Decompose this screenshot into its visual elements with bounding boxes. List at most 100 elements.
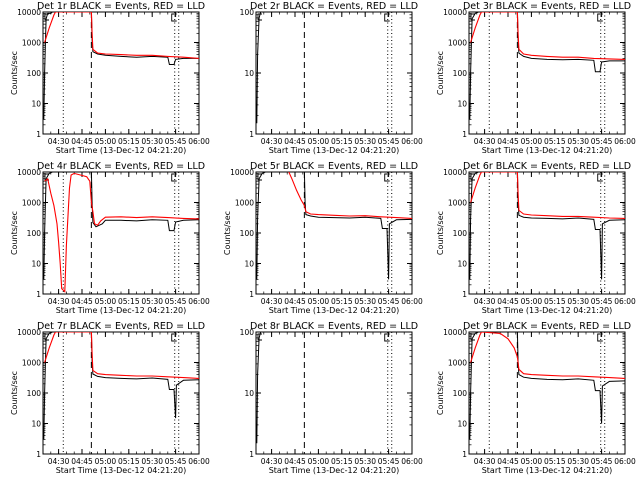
x-tick-label: 05:00: [308, 297, 330, 306]
y-tick-label: 10: [457, 260, 467, 269]
y-tick-label: 1: [249, 450, 254, 459]
markers: [470, 12, 606, 134]
markers: [257, 172, 393, 294]
x-tick-label: 05:30: [567, 457, 589, 466]
panel-title: Det 8r BLACK = Events, RED = LLD: [250, 321, 418, 332]
bracket-marker: [470, 13, 475, 21]
y-tick-label: 100: [240, 8, 255, 17]
y-tick-label: 10: [457, 100, 467, 109]
markers: [44, 172, 180, 294]
x-tick-label: 05:45: [378, 297, 400, 306]
x-tick-label: 05:45: [591, 457, 613, 466]
series-group: [469, 332, 625, 440]
x-tick-label: 05:30: [567, 297, 589, 306]
y-tick-label: 10000: [17, 328, 41, 337]
bracket-marker: [597, 173, 603, 182]
plot-frame: [468, 11, 626, 135]
y-tick-label: 100: [453, 229, 468, 238]
x-tick-label: 05:15: [118, 297, 140, 306]
x-tick-label: 05:30: [354, 297, 376, 306]
x-axis-label: Start Time (13-Dec-12 04:21:20): [482, 146, 613, 155]
y-tick-label: 1: [36, 130, 41, 139]
x-tick-label: 05:00: [95, 297, 117, 306]
y-axis-label: Counts/sec: [223, 211, 232, 255]
y-axis-label: Counts/sec: [10, 371, 19, 415]
x-tick-label: 04:30: [261, 137, 283, 146]
x-tick-label: 06:00: [614, 297, 636, 306]
series-group: [256, 12, 262, 124]
x-tick-label: 05:00: [308, 457, 330, 466]
series-line-lld: [288, 172, 412, 219]
panel-6: Det 6r BLACK = Events, RED = LLD 1 10 100 10…: [436, 161, 636, 315]
x-axis-label: Start Time (13-Dec-12 04:21:20): [482, 466, 613, 475]
x-tick-label: 05:30: [354, 137, 376, 146]
markers: [257, 332, 393, 454]
x-tick-label: 05:15: [544, 137, 566, 146]
plot-frame: [42, 171, 200, 295]
x-axis-label: Start Time (13-Dec-12 04:21:20): [269, 146, 400, 155]
y-tick-label: 100: [27, 389, 42, 398]
x-tick-label: 06:00: [614, 457, 636, 466]
y-tick-label: 10: [31, 100, 41, 109]
series-group: [43, 332, 199, 440]
y-tick-label: 1000: [448, 359, 467, 368]
series-line-events: [469, 12, 625, 120]
y-tick-label: 1: [462, 290, 467, 299]
x-tick-label: 05:45: [591, 137, 613, 146]
x-tick-label: 05:30: [567, 137, 589, 146]
y-tick-label: 100: [27, 69, 42, 78]
x-tick-label: 05:45: [165, 457, 187, 466]
x-tick-label: 05:15: [118, 137, 140, 146]
series-group: [469, 12, 625, 120]
series-line-events: [43, 332, 199, 440]
x-tick-label: 05:15: [331, 137, 353, 146]
y-tick-label: 10000: [443, 328, 467, 337]
series-line-lld: [470, 332, 625, 379]
y-tick-label: 10: [31, 260, 41, 269]
x-tick-label: 05:00: [95, 457, 117, 466]
bracket-marker: [171, 13, 177, 22]
y-tick-label: 100: [27, 229, 42, 238]
y-axis-label: Counts/sec: [436, 371, 445, 415]
x-tick-label: 06:00: [614, 137, 636, 146]
y-tick-label: 10: [31, 420, 41, 429]
x-axis-label: Start Time (13-Dec-12 04:21:20): [56, 466, 187, 475]
panel-title: Det 5r BLACK = Events, RED = LLD: [250, 161, 418, 172]
x-tick-label: 04:45: [71, 457, 93, 466]
series-group: [256, 332, 262, 444]
x-tick-label: 05:30: [354, 457, 376, 466]
x-tick-label: 05:45: [165, 137, 187, 146]
panel-title: Det 9r BLACK = Events, RED = LLD: [463, 321, 631, 332]
markers: [44, 12, 180, 134]
y-tick-label: 1000: [235, 199, 254, 208]
bracket-marker: [384, 333, 390, 342]
series-line-events: [256, 332, 262, 444]
y-tick-label: 100: [453, 69, 468, 78]
panel-4: Det 4r BLACK = Events, RED = LLD 1 10 100 10…: [10, 161, 210, 315]
x-tick-label: 05:45: [591, 297, 613, 306]
y-tick-label: 10000: [230, 168, 254, 177]
x-tick-label: 04:45: [497, 457, 519, 466]
plot-frame: [42, 331, 200, 455]
panel-title: Det 2r BLACK = Events, RED = LLD: [250, 1, 418, 12]
y-tick-label: 1000: [22, 359, 41, 368]
panel-1: Det 1r BLACK = Events, RED = LLD 1 10 100 10…: [10, 1, 210, 155]
x-tick-label: 06:00: [188, 457, 210, 466]
series-group: [256, 172, 412, 280]
bracket-marker: [44, 333, 49, 341]
y-tick-label: 100: [453, 389, 468, 398]
x-tick-label: 05:15: [544, 297, 566, 306]
y-tick-label: 1: [36, 290, 41, 299]
panel-9: Det 9r BLACK = Events, RED = LLD 1 10 100 10…: [436, 321, 636, 475]
x-tick-label: 05:15: [331, 457, 353, 466]
series-group: [43, 172, 199, 293]
plot-frame: [468, 331, 626, 455]
plot-frame: [255, 11, 413, 135]
panel-title: Det 4r BLACK = Events, RED = LLD: [37, 161, 205, 172]
x-axis-label: Start Time (13-Dec-12 04:21:20): [482, 306, 613, 315]
y-tick-label: 1: [249, 130, 254, 139]
panel-8: Det 8r BLACK = Events, RED = LLD 1 10 100 04…: [240, 321, 423, 475]
y-axis-label: Counts/sec: [436, 211, 445, 255]
y-tick-label: 10000: [443, 8, 467, 17]
